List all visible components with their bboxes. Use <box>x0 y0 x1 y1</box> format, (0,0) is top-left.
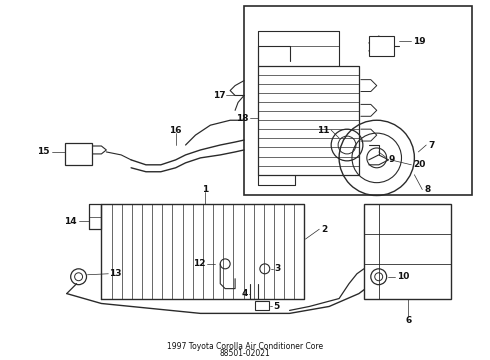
Text: 9: 9 <box>389 156 395 165</box>
Text: 6: 6 <box>405 316 412 325</box>
Text: 13: 13 <box>109 269 122 278</box>
Text: 19: 19 <box>414 36 426 45</box>
Text: 4: 4 <box>242 289 248 298</box>
Text: 7: 7 <box>428 140 435 149</box>
Text: 1: 1 <box>202 185 209 194</box>
Text: 18: 18 <box>237 114 249 123</box>
Text: 1997 Toyota Corolla Air Conditioner Core: 1997 Toyota Corolla Air Conditioner Core <box>167 342 323 351</box>
Text: 14: 14 <box>64 217 76 226</box>
Text: 11: 11 <box>317 126 329 135</box>
Text: 5: 5 <box>274 302 280 311</box>
Text: 12: 12 <box>193 259 205 268</box>
Bar <box>364 204 451 298</box>
Text: 88501-02021: 88501-02021 <box>220 348 270 357</box>
Text: 2: 2 <box>321 225 327 234</box>
Bar <box>65 143 93 165</box>
Bar <box>369 36 393 56</box>
Text: 10: 10 <box>396 272 409 281</box>
Text: 16: 16 <box>170 126 182 135</box>
Text: 15: 15 <box>37 148 50 157</box>
Bar <box>258 66 359 175</box>
Text: 20: 20 <box>414 160 426 169</box>
Text: 17: 17 <box>213 91 225 100</box>
Bar <box>244 6 472 194</box>
Text: 8: 8 <box>424 185 431 194</box>
Text: 3: 3 <box>275 264 281 273</box>
Bar <box>255 301 269 310</box>
